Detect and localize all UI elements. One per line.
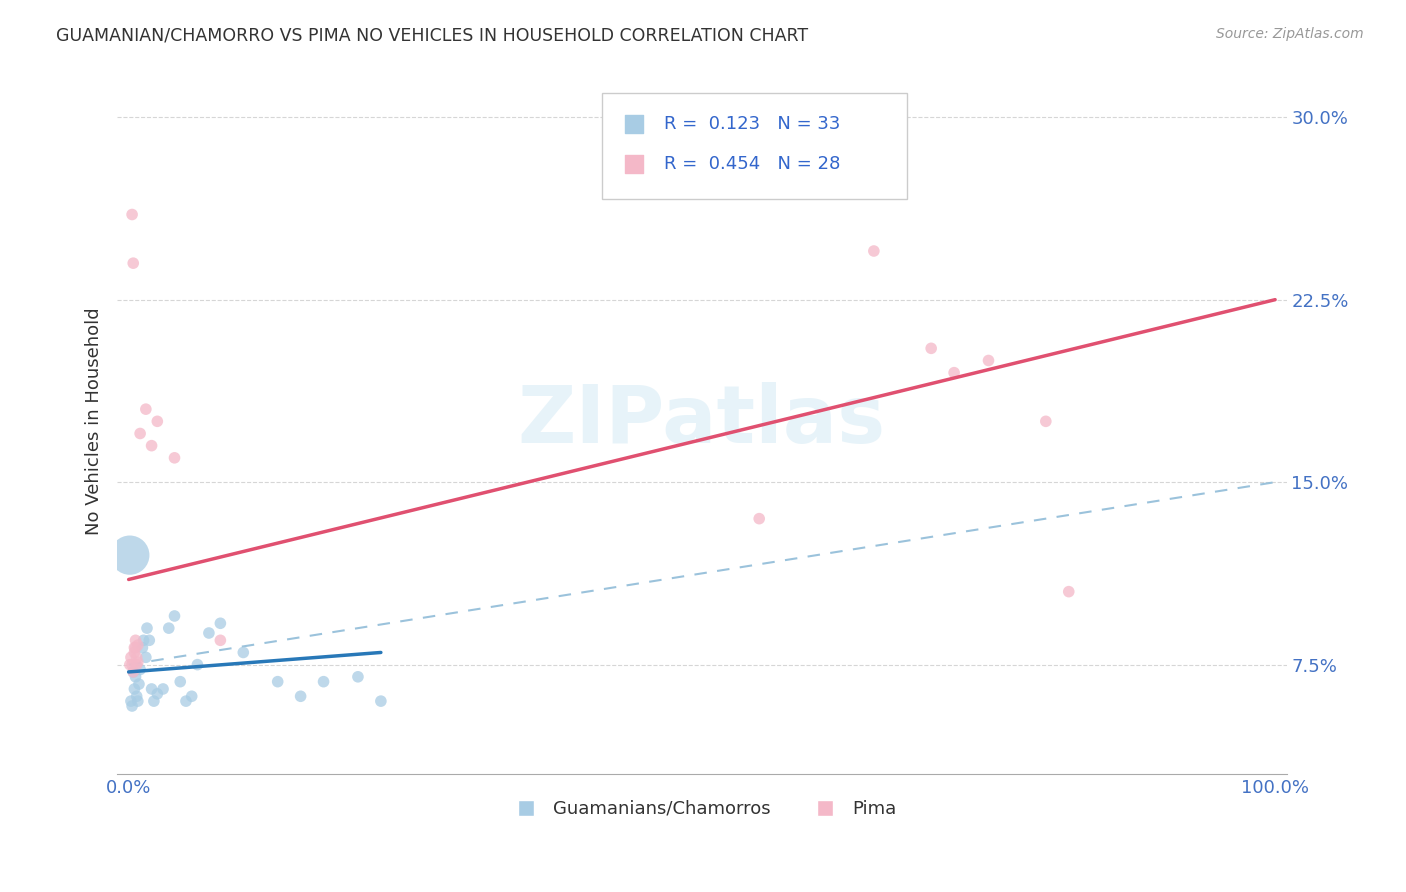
Point <box>136 621 159 635</box>
Point <box>977 353 1000 368</box>
Point <box>120 650 142 665</box>
Point <box>124 633 146 648</box>
Point <box>138 633 160 648</box>
FancyBboxPatch shape <box>603 94 907 199</box>
Point <box>124 670 146 684</box>
Point <box>267 674 290 689</box>
Point <box>118 657 141 672</box>
Point <box>943 366 966 380</box>
Point <box>186 657 208 672</box>
Point <box>141 439 163 453</box>
Point <box>127 638 149 652</box>
Point <box>146 687 169 701</box>
Point <box>163 450 186 465</box>
Point <box>125 690 148 704</box>
Point <box>347 670 370 684</box>
Point <box>157 621 180 635</box>
Point <box>125 657 148 672</box>
Point <box>135 650 157 665</box>
Point <box>122 665 145 679</box>
Point <box>135 402 157 417</box>
Point <box>209 616 232 631</box>
Point <box>127 694 149 708</box>
Point <box>142 694 165 708</box>
Y-axis label: No Vehicles in Household: No Vehicles in Household <box>86 308 103 535</box>
Point <box>1035 414 1057 428</box>
Point <box>121 657 143 672</box>
Point <box>129 426 152 441</box>
Point <box>163 609 186 624</box>
Legend: Guamanians/Chamorros, Pima: Guamanians/Chamorros, Pima <box>501 793 903 825</box>
Point <box>1057 584 1080 599</box>
Point <box>370 694 392 708</box>
Point <box>312 674 335 689</box>
Point <box>132 633 155 648</box>
Point <box>169 674 191 689</box>
Point <box>863 244 886 258</box>
Point <box>748 511 770 525</box>
Text: Source: ZipAtlas.com: Source: ZipAtlas.com <box>1216 27 1364 41</box>
Point <box>920 342 942 356</box>
Point <box>125 650 148 665</box>
Point <box>209 633 232 648</box>
Point <box>146 414 169 428</box>
Point <box>122 665 145 679</box>
Point <box>120 694 142 708</box>
Point <box>232 645 254 659</box>
Text: GUAMANIAN/CHAMORRO VS PIMA NO VEHICLES IN HOUSEHOLD CORRELATION CHART: GUAMANIAN/CHAMORRO VS PIMA NO VEHICLES I… <box>56 27 808 45</box>
Text: R =  0.123   N = 33: R = 0.123 N = 33 <box>665 114 841 133</box>
Point <box>129 663 152 677</box>
Point <box>124 645 146 659</box>
Point <box>122 256 145 270</box>
Point <box>131 640 153 655</box>
Point <box>198 626 221 640</box>
Point <box>806 122 828 136</box>
Point <box>124 681 146 696</box>
Point <box>290 690 312 704</box>
Text: ZIPatlas: ZIPatlas <box>517 383 886 460</box>
Point <box>174 694 197 708</box>
Point <box>180 690 202 704</box>
Point <box>124 640 146 655</box>
Point <box>152 681 174 696</box>
Point <box>121 698 143 713</box>
Point <box>118 548 141 562</box>
Point <box>128 677 150 691</box>
Point <box>121 207 143 221</box>
Point <box>124 640 146 655</box>
Text: R =  0.454   N = 28: R = 0.454 N = 28 <box>665 155 841 173</box>
Point <box>141 681 163 696</box>
Point <box>127 655 149 669</box>
